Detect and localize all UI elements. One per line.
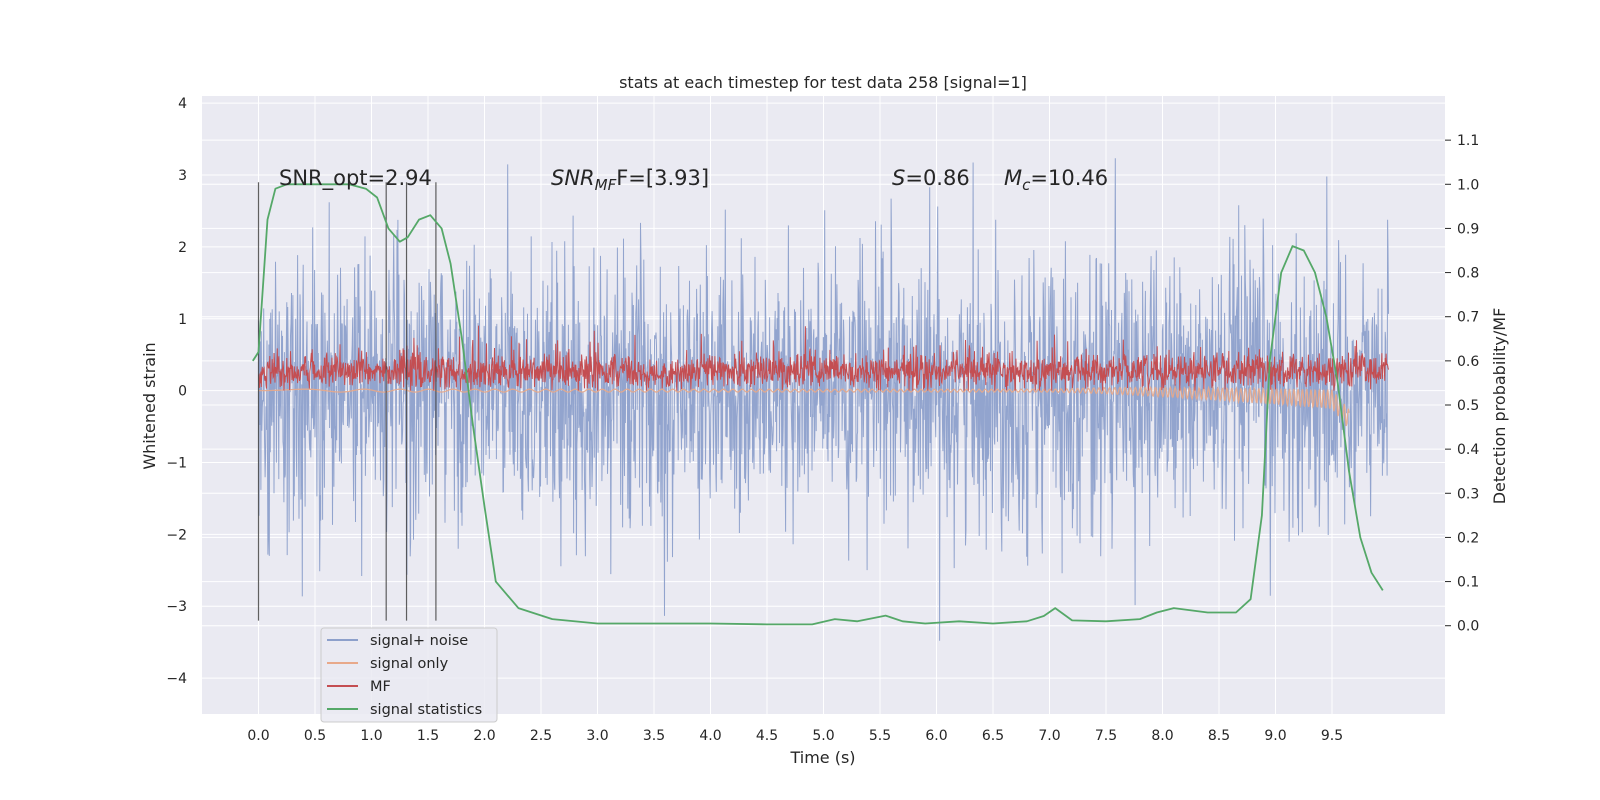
s-value: =0.86: [905, 166, 969, 190]
chart-title: stats at each timestep for test data 258…: [619, 73, 1027, 92]
x-axis-label: Time (s): [789, 748, 855, 767]
y2-tick-label: 0.4: [1457, 442, 1479, 458]
y2-tick-labels: 1.1 1.0 0.9 0.8 0.7 0.6 0.5 0.4 0.3 0.2 0.1 0.0: [1445, 133, 1479, 635]
x-tick-label: 7.5: [1095, 728, 1117, 744]
series-signal-only: [258, 385, 1350, 427]
y2-tick-label: 1.0: [1457, 177, 1479, 193]
y-tick-label: −3: [166, 599, 187, 615]
x-tick-label: 8.0: [1151, 728, 1173, 744]
annotation-snr-mf: SNRMFF=[3.93]: [551, 166, 709, 194]
mc-subscript: c: [1022, 176, 1031, 194]
y-tick-label: 1: [178, 312, 187, 328]
y2-tick-label: 0.0: [1457, 619, 1479, 635]
snr-mf-value: F=[3.93]: [616, 166, 709, 190]
mf-line: [258, 325, 1389, 391]
x-tick-label: 5.0: [812, 728, 834, 744]
y2-tick-label: 0.1: [1457, 575, 1479, 591]
legend-box: [320, 627, 498, 723]
legend: signal+ noise signal only MF signal stat…: [320, 627, 498, 723]
legend-label-signal-statistics: signal statistics: [370, 702, 482, 718]
snr-mf-base: SNR: [551, 166, 595, 190]
y-tick-label: −1: [166, 455, 187, 471]
y-tick-label: −2: [166, 527, 187, 543]
mc-symbol: M: [1004, 166, 1022, 190]
series-mf: [258, 325, 1389, 391]
vertical-markers: [257, 182, 437, 621]
y2-tick-label: 0.3: [1457, 486, 1479, 502]
y-tick-label: 0: [178, 384, 187, 400]
x-tick-label: 2.0: [473, 728, 495, 744]
y-tick-label: 3: [178, 168, 187, 184]
y2-tick-label: 0.8: [1457, 266, 1479, 282]
annotation-s: S=0.86: [892, 166, 970, 190]
y-tick-label: −4: [166, 671, 187, 687]
y-tick-label: 4: [178, 96, 187, 112]
mc-value: =10.46: [1030, 166, 1108, 190]
signal-statistics-line: [252, 183, 1384, 626]
annotation-snr-opt: SNR_opt=2.94: [279, 166, 432, 191]
y2-axis-label: Detection probability/MF: [1490, 308, 1509, 505]
legend-label-mf: MF: [370, 679, 391, 695]
x-tick-label: 1.5: [417, 728, 439, 744]
x-tick-label: 9.5: [1321, 728, 1343, 744]
x-tick-label: 5.5: [869, 728, 891, 744]
y2-tick-label: 0.6: [1457, 354, 1479, 370]
x-tick-label: 0.0: [247, 728, 269, 744]
y-tick-labels: 4 3 2 1 0 −1 −2 −3 −4: [166, 96, 187, 687]
x-tick-label: 6.0: [925, 728, 947, 744]
y2-tick-label: 1.1: [1457, 133, 1479, 149]
series-signal-statistics: [252, 183, 1384, 626]
y-axis-label: Whitened strain: [140, 342, 159, 469]
x-tick-label: 6.5: [982, 728, 1004, 744]
x-tick-label: 0.5: [304, 728, 326, 744]
y2-tick-label: 0.5: [1457, 398, 1479, 414]
x-tick-label: 1.0: [360, 728, 382, 744]
x-tick-label: 3.5: [643, 728, 665, 744]
y2-tick-label: 0.2: [1457, 530, 1479, 546]
snr-mf-subscript: MF: [595, 176, 617, 194]
x-tick-label: 4.5: [756, 728, 778, 744]
x-tick-label: 2.5: [530, 728, 552, 744]
x-tick-label: 8.5: [1208, 728, 1230, 744]
y-tick-label: 2: [178, 240, 187, 256]
x-tick-label: 7.0: [1038, 728, 1060, 744]
y2-tick-label: 0.7: [1457, 310, 1479, 326]
y2-tick-label: 0.9: [1457, 221, 1479, 237]
x-tick-labels: 0.0 0.5 1.0 1.5 2.0 2.5 3.0 3.5 4.0 4.5 5.0 5.5 6.0 6…: [247, 728, 1343, 744]
x-tick-label: 9.0: [1264, 728, 1286, 744]
x-tick-label: 4.0: [699, 728, 721, 744]
x-tick-label: 3.0: [586, 728, 608, 744]
signal-only-line: [258, 385, 1350, 427]
legend-label-signal-noise: signal+ noise: [370, 633, 468, 649]
legend-label-signal-only: signal only: [370, 656, 449, 672]
s-symbol: S: [892, 166, 905, 190]
annotation-mc: Mc=10.46: [1004, 166, 1108, 194]
